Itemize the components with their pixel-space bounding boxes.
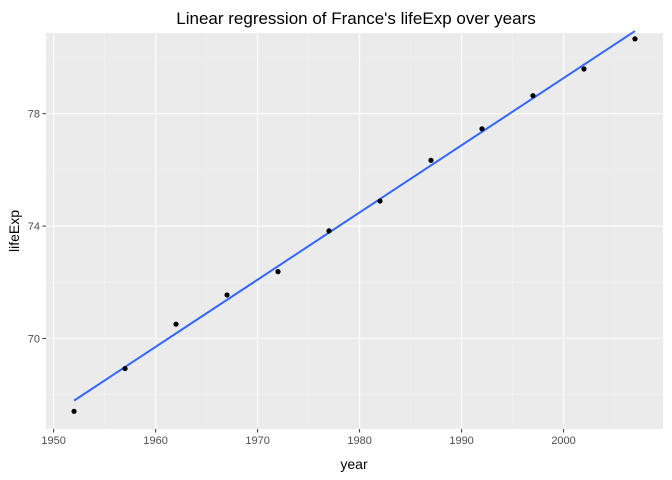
y-tick-label: 70 bbox=[28, 334, 40, 346]
data-point bbox=[479, 126, 485, 132]
plot-panel bbox=[46, 33, 663, 429]
y-tick-label: 74 bbox=[28, 221, 40, 233]
data-point bbox=[632, 36, 638, 42]
y-axis-title: lifeExp bbox=[6, 210, 22, 252]
regression-line-layer bbox=[73, 30, 636, 402]
y-tick-label: 78 bbox=[28, 109, 40, 121]
x-axis-title: year bbox=[340, 456, 368, 472]
regression-line bbox=[73, 30, 636, 402]
data-point bbox=[530, 93, 536, 99]
data-point bbox=[173, 321, 179, 327]
x-tick-label: 2000 bbox=[551, 435, 575, 447]
y-axis: 70 74 78 bbox=[28, 109, 46, 346]
points-layer bbox=[71, 36, 638, 414]
data-point bbox=[71, 408, 77, 414]
grid-major bbox=[46, 33, 663, 429]
grid-minor bbox=[46, 33, 663, 429]
data-point bbox=[428, 157, 434, 163]
data-point bbox=[122, 365, 128, 372]
chart-title: Linear regression of France's lifeExp ov… bbox=[176, 9, 535, 28]
x-tick-label: 1960 bbox=[143, 435, 167, 447]
data-point bbox=[326, 228, 332, 234]
x-axis: 1950 1960 1970 1980 1990 2000 bbox=[41, 429, 576, 447]
x-tick-label: 1950 bbox=[41, 435, 65, 447]
data-point bbox=[275, 269, 281, 275]
data-point bbox=[377, 198, 383, 204]
x-tick-label: 1980 bbox=[347, 435, 371, 447]
x-tick-label: 1970 bbox=[245, 435, 269, 447]
data-point bbox=[224, 292, 230, 298]
x-tick-label: 1990 bbox=[449, 435, 473, 447]
data-point bbox=[581, 66, 587, 72]
